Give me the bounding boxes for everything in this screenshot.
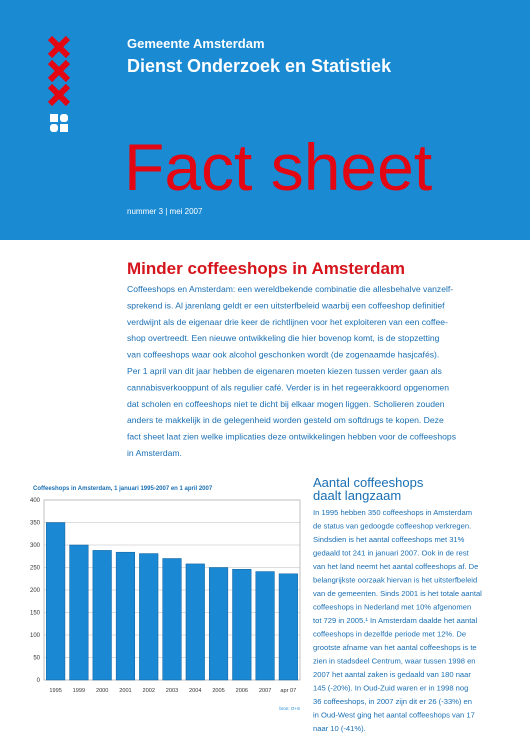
- bar: [208, 567, 229, 681]
- section-line: 2007 het aantal zaken is gedaald van 180…: [313, 670, 471, 679]
- bar: [232, 569, 252, 681]
- y-tick-label: 200: [30, 588, 41, 594]
- x-tick-label: 2005: [212, 688, 224, 694]
- intro-line: fact sheet laat zien welke implicaties d…: [127, 432, 456, 442]
- x-tick-label: apr 07: [280, 688, 296, 694]
- bar: [278, 573, 298, 681]
- section-line: in Oud-West ging het aantal coffeeshops …: [313, 711, 475, 720]
- y-tick-label: 100: [30, 633, 41, 639]
- section-line: naar 10 (-41%).: [313, 724, 366, 733]
- bar: [139, 553, 159, 681]
- section-line: Sindsdien is het aantal coffeeshops met …: [313, 535, 465, 544]
- intro-line: verdwijnt als de eigenaar drie keer de r…: [127, 317, 448, 327]
- section-line: grootste afname van het aantal coffeesho…: [313, 643, 477, 652]
- bar: [185, 563, 205, 681]
- intro-line: shop overtreedt. Een nieuwe ontwikkeling…: [127, 333, 440, 343]
- headline: Minder coffeeshops in Amsterdam: [127, 259, 405, 278]
- intro-line: anders te makkelijk in de gelegenheid wo…: [127, 415, 444, 425]
- intro-line: Coffeeshops en Amsterdam: een wereldbeke…: [127, 284, 453, 294]
- chart-source: bron: O+S: [279, 706, 300, 711]
- section-line: 145 (-20%). In Oud-Zuid waren er in 1998…: [313, 684, 468, 693]
- intro-line: Per 1 april van dit jaar hebben de eigen…: [127, 366, 442, 376]
- x-tick-label: 2000: [96, 688, 108, 694]
- y-tick-label: 350: [30, 521, 41, 527]
- section-line: zien in stadsdeel Centrum, waar tussen 1…: [313, 657, 476, 666]
- section-line: 36 coffeeshops, in 2007 zijn dit er 26 (…: [313, 697, 472, 706]
- y-tick-label: 400: [30, 498, 41, 504]
- logo-crosses: [47, 35, 71, 107]
- fact-sheet-title: Fact sheet: [124, 130, 432, 204]
- section-line: tot 729 in 2005.¹ In Amsterdam daalde he…: [313, 616, 478, 625]
- section-heading: Aantal coffeeshops: [313, 475, 424, 490]
- bar: [46, 522, 66, 681]
- y-tick-label: 250: [30, 566, 41, 572]
- bar: [92, 550, 112, 681]
- section-line: In 1995 hebben 350 coffeeshops in Amster…: [313, 508, 472, 517]
- intro-line: sprekend is. Al jarenlang geldt er een u…: [127, 300, 445, 310]
- section-line: de status van gedoogde coffeeshop verkre…: [313, 522, 471, 531]
- bar: [162, 558, 182, 681]
- issue: nummer 3 | mei 2007: [127, 207, 203, 216]
- x-tick-label: 2004: [189, 688, 201, 694]
- x-tick-label: 2003: [166, 688, 178, 694]
- y-tick-label: 150: [30, 611, 41, 617]
- section-line: van het land neemt het aantal coffeeshop…: [313, 562, 478, 571]
- department: Dienst Onderzoek en Statistiek: [127, 56, 392, 76]
- bar: [255, 571, 275, 681]
- section-line: gedaald tot 241 in januari 2007. Ook in …: [313, 549, 470, 558]
- organisation: Gemeente Amsterdam: [127, 36, 265, 51]
- section-line: coffeeshops in dezelfde periode met 12%.…: [313, 630, 466, 639]
- section-heading: daalt langzaam: [313, 488, 401, 503]
- y-tick-label: 50: [33, 656, 40, 662]
- x-tick-label: 1995: [49, 688, 61, 694]
- y-tick-label: 300: [30, 543, 41, 549]
- y-tick-label: 0: [37, 678, 41, 684]
- section-line: van de gemeenten. Sinds 2001 is het tota…: [313, 589, 482, 598]
- intro-line: in Amsterdam.: [127, 448, 182, 458]
- x-tick-label: 2002: [143, 688, 155, 694]
- bar: [69, 544, 89, 681]
- bar: [115, 551, 136, 681]
- x-tick-label: 2006: [236, 688, 248, 694]
- intro-line: cannabisverkooppunt of als regulier café…: [127, 382, 449, 392]
- section-line: coffeeshops in Nederland met 10% afgenom…: [313, 603, 471, 612]
- section-line: belangrijkste oorzaak hiervan is het uit…: [313, 576, 477, 585]
- chart-title: Coffeeshops in Amsterdam, 1 januari 1995…: [33, 486, 213, 492]
- x-tick-label: 2001: [119, 688, 131, 694]
- x-tick-label: 2007: [259, 688, 271, 694]
- x-tick-label: 1999: [73, 688, 85, 694]
- intro-line: van coffeeshops waar ook alcohol geschon…: [127, 350, 439, 360]
- intro-line: dat scholen en coffeeshops niet te dicht…: [127, 399, 445, 409]
- logo-icon: [50, 114, 68, 132]
- header-band: [0, 0, 530, 240]
